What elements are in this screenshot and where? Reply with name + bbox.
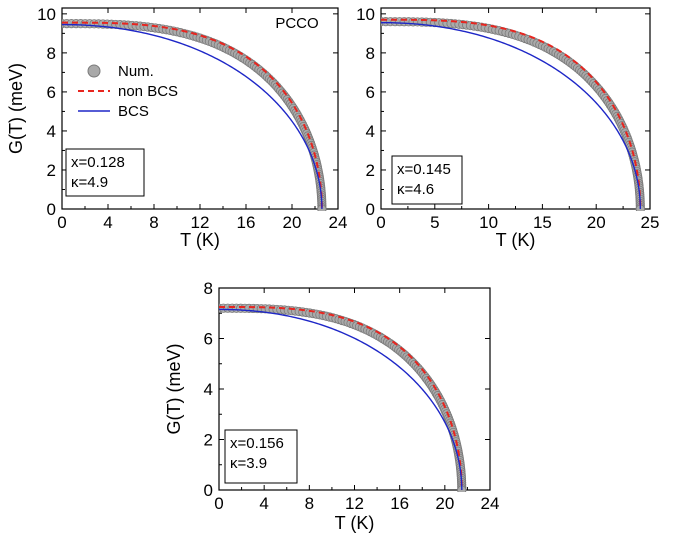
series-line-non-bcs [381, 18, 642, 209]
series-line-bcs [62, 23, 323, 209]
annotation-text: x=0.156 [230, 435, 284, 452]
annotation-box [224, 429, 298, 484]
y-tick-label: 6 [47, 83, 56, 102]
series-line-bcs [381, 21, 642, 209]
x-axis-label: T (K) [496, 230, 536, 250]
y-tick-label: 2 [47, 161, 56, 180]
legend-label: Num. [118, 63, 154, 80]
x-tick-label: 8 [149, 213, 158, 232]
y-tick-label: 6 [204, 330, 213, 349]
y-tick-label: 0 [204, 481, 213, 500]
legend-label: non BCS [118, 83, 178, 100]
x-tick-label: 16 [237, 213, 256, 232]
series-line-non-bcs [62, 21, 323, 209]
y-tick-label: 0 [366, 200, 375, 219]
annotation-box [391, 155, 463, 205]
plot-area [219, 303, 467, 492]
x-axis-label: T (K) [335, 513, 375, 533]
series-line-bcs [219, 308, 463, 490]
x-tick-label: 0 [376, 213, 385, 232]
y-tick-label: 8 [366, 44, 375, 63]
y-tick-label: 2 [204, 431, 213, 450]
annotation-text: x=0.128 [71, 154, 125, 171]
annotation-text: κ=3.9 [230, 455, 267, 472]
legend-marker-num [87, 64, 101, 78]
x-axis-label: T (K) [180, 230, 220, 250]
x-tick-label: 12 [345, 494, 364, 513]
y-tick-label: 8 [204, 279, 213, 298]
annotation-text: κ=4.9 [71, 174, 108, 191]
x-tick-label: 25 [641, 213, 660, 232]
y-tick-label: 4 [47, 122, 56, 141]
y-tick-label: 2 [366, 161, 375, 180]
y-tick-label: 8 [47, 44, 56, 63]
annotation-text: κ=4.6 [397, 181, 434, 198]
x-tick-label: 16 [390, 494, 409, 513]
y-tick-label: 10 [356, 5, 375, 24]
x-tick-label: 0 [214, 494, 223, 513]
y-tick-label: 4 [366, 122, 375, 141]
x-tick-label: 4 [259, 494, 268, 513]
x-tick-label: 5 [430, 213, 439, 232]
x-tick-label: 24 [329, 213, 348, 232]
x-tick-label: 20 [283, 213, 302, 232]
series-line-non-bcs [219, 305, 463, 490]
y-tick-label: 6 [366, 83, 375, 102]
legend: Num. non BCS BCS [78, 63, 178, 120]
x-tick-label: 15 [533, 213, 552, 232]
x-tick-label: 4 [103, 213, 112, 232]
legend-label: BCS [118, 103, 149, 120]
y-axis-label: G(T) (meV) [6, 63, 26, 154]
x-tick-label: 20 [435, 494, 454, 513]
x-tick-label: 10 [479, 213, 498, 232]
plot-area [62, 19, 327, 211]
x-tick-label: 24 [481, 494, 500, 513]
y-tick-label: 0 [47, 200, 56, 219]
y-tick-label: 10 [37, 5, 56, 24]
x-tick-label: 20 [587, 213, 606, 232]
annotation-text: x=0.145 [397, 161, 451, 178]
y-tick-label: 4 [204, 380, 213, 399]
panel-label: PCCO [275, 15, 318, 32]
plot-area [381, 17, 645, 211]
x-tick-label: 0 [57, 213, 66, 232]
x-tick-label: 8 [305, 494, 314, 513]
y-axis-label: G(T) (meV) [164, 344, 184, 435]
annotation-box [65, 148, 145, 197]
x-tick-label: 12 [191, 213, 210, 232]
